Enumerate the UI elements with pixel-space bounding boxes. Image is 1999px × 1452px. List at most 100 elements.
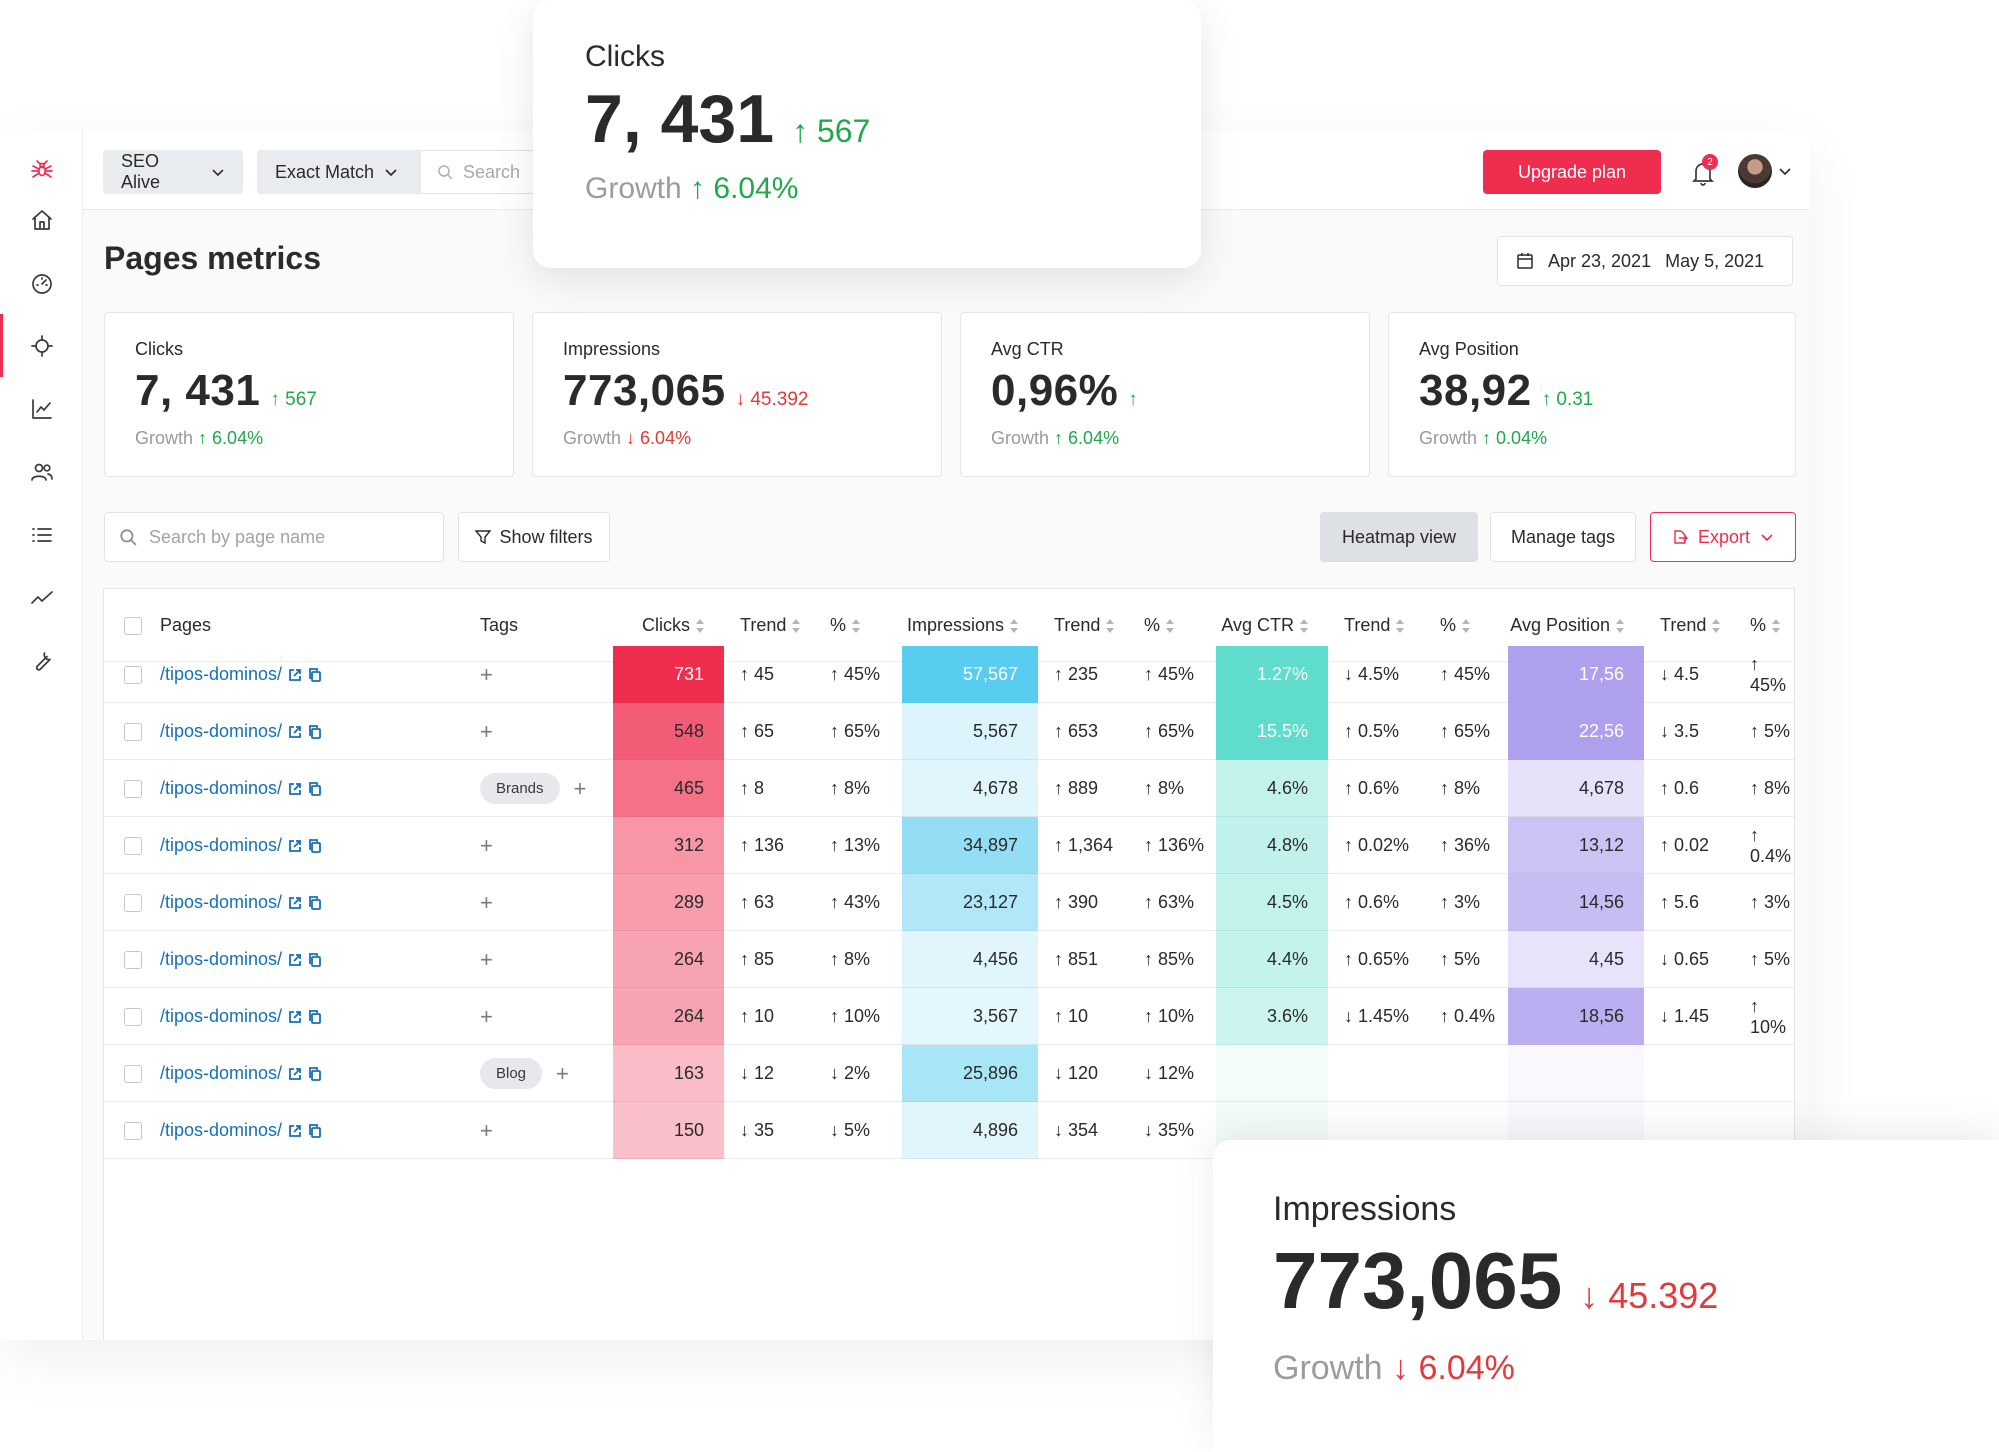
row-checkbox[interactable] — [124, 722, 142, 741]
add-tag-icon[interactable]: + — [480, 946, 493, 972]
copy-icon[interactable] — [308, 1066, 322, 1081]
add-tag-icon[interactable]: + — [480, 889, 493, 915]
add-tag-icon[interactable]: + — [573, 775, 587, 801]
row-checkbox[interactable] — [124, 665, 142, 684]
page-path[interactable]: /tipos-dominos/ — [160, 1006, 283, 1026]
copy-icon[interactable] — [308, 781, 322, 796]
page-link[interactable]: /tipos-dominos/ — [160, 646, 410, 703]
column-header[interactable]: Trend — [1328, 589, 1424, 662]
add-tag-icon[interactable]: + — [480, 1003, 493, 1029]
export-button[interactable]: Export — [1650, 512, 1796, 562]
avatar[interactable] — [1738, 154, 1772, 188]
sort-icon[interactable] — [1712, 618, 1721, 633]
column-header[interactable]: Trend — [724, 589, 814, 662]
copy-icon[interactable] — [308, 838, 322, 853]
page-link[interactable]: /tipos-dominos/ — [160, 817, 410, 874]
row-checkbox[interactable] — [124, 1064, 142, 1083]
page-link[interactable]: /tipos-dominos/ — [160, 760, 410, 817]
users-icon[interactable] — [0, 440, 83, 503]
column-header[interactable]: % — [814, 589, 902, 662]
page-path[interactable]: /tipos-dominos/ — [160, 892, 283, 912]
external-link-icon[interactable] — [288, 1010, 302, 1024]
sort-icon[interactable] — [1300, 618, 1308, 633]
top-search-input[interactable]: Search — [421, 150, 551, 194]
external-link-icon[interactable] — [288, 953, 302, 967]
page-path[interactable]: /tipos-dominos/ — [160, 949, 283, 969]
add-tag-icon[interactable]: + — [480, 718, 493, 744]
add-tag-icon[interactable]: + — [480, 661, 493, 687]
copy-icon[interactable] — [308, 667, 322, 682]
page-path[interactable]: /tipos-dominos/ — [160, 778, 283, 798]
column-header[interactable]: Trend — [1038, 589, 1128, 662]
copy-icon[interactable] — [308, 724, 322, 739]
sort-icon[interactable] — [1462, 618, 1471, 633]
column-header[interactable]: Avg Position — [1508, 589, 1644, 662]
show-filters-button[interactable]: Show filters — [458, 512, 610, 562]
trend-icon[interactable] — [0, 566, 83, 629]
column-header[interactable]: Pages — [160, 589, 410, 662]
dashboard-icon[interactable] — [0, 251, 83, 314]
copy-icon[interactable] — [308, 1123, 322, 1138]
row-checkbox[interactable] — [124, 1007, 142, 1026]
table-row[interactable]: /tipos-dominos/ +312 ↑ 136 ↑ 13% 34,897 ↑ 1,3… — [104, 817, 1794, 874]
column-header[interactable]: % — [1424, 589, 1508, 662]
column-header[interactable]: Avg CTR — [1216, 589, 1328, 662]
copy-icon[interactable] — [308, 1009, 322, 1024]
page-path[interactable]: /tipos-dominos/ — [160, 664, 283, 684]
chart-icon[interactable] — [0, 377, 83, 440]
table-row[interactable]: /tipos-dominos/ +264 ↑ 10 ↑ 10% 3,567 ↑ 10 ↑ 1… — [104, 988, 1794, 1045]
table-row[interactable]: /tipos-dominos/ +548 ↑ 65 ↑ 65% 5,567 ↑ 653 ↑ … — [104, 703, 1794, 760]
match-dropdown[interactable]: Exact Match — [257, 150, 421, 194]
column-header[interactable]: Clicks — [613, 589, 724, 662]
table-row[interactable]: /tipos-dominos/Brands +465 ↑ 8 ↑ 8% 4,678 ↑ 8… — [104, 760, 1794, 817]
home-icon[interactable] — [0, 188, 83, 251]
external-link-icon[interactable] — [288, 839, 302, 853]
row-checkbox[interactable] — [124, 836, 142, 855]
page-path[interactable]: /tipos-dominos/ — [160, 1063, 283, 1083]
page-path[interactable]: /tipos-dominos/ — [160, 1120, 283, 1140]
page-search-input[interactable]: Search by page name — [104, 512, 444, 562]
sort-icon[interactable] — [792, 618, 801, 633]
external-link-icon[interactable] — [288, 725, 302, 739]
external-link-icon[interactable] — [288, 782, 302, 796]
date-range-picker[interactable]: Apr 23, 2021 May 5, 2021 — [1497, 236, 1793, 286]
add-tag-icon[interactable]: + — [480, 832, 493, 858]
external-link-icon[interactable] — [288, 668, 302, 682]
heatmap-view-button[interactable]: Heatmap view — [1320, 512, 1478, 562]
table-row[interactable]: /tipos-dominos/ +731 ↑ 45 ↑ 45% 57,567 ↑ 235 ↑… — [104, 646, 1794, 703]
sort-icon[interactable] — [1396, 618, 1405, 633]
chevron-down-icon[interactable] — [1778, 164, 1792, 178]
column-header[interactable]: % — [1734, 589, 1794, 662]
sort-icon[interactable] — [1166, 618, 1175, 633]
sort-icon[interactable] — [1106, 618, 1115, 633]
row-checkbox[interactable] — [124, 950, 142, 969]
sort-icon[interactable] — [1616, 618, 1624, 633]
tag-chip[interactable]: Blog — [480, 1058, 543, 1089]
project-dropdown[interactable]: SEO Alive — [103, 150, 243, 194]
table-row[interactable]: /tipos-dominos/ +289 ↑ 63 ↑ 43% 23,127 ↑ 390 ↑… — [104, 874, 1794, 931]
upgrade-plan-button[interactable]: Upgrade plan — [1483, 150, 1661, 194]
add-tag-icon[interactable]: + — [480, 1117, 493, 1143]
sort-icon[interactable] — [1010, 618, 1018, 633]
add-tag-icon[interactable]: + — [556, 1060, 569, 1086]
page-path[interactable]: /tipos-dominos/ — [160, 721, 283, 741]
page-link[interactable]: /tipos-dominos/ — [160, 1102, 410, 1159]
copy-icon[interactable] — [308, 895, 322, 910]
column-header[interactable]: Impressions — [902, 589, 1038, 662]
page-link[interactable]: /tipos-dominos/ — [160, 703, 410, 760]
row-checkbox[interactable] — [124, 893, 142, 912]
column-header[interactable]: Trend — [1644, 589, 1734, 662]
tag-chip[interactable]: Brands — [480, 773, 560, 804]
spider-logo-icon[interactable] — [0, 138, 83, 201]
table-row[interactable]: /tipos-dominos/Blog +163 ↓ 12 ↓ 2% 25,896 ↓ 1… — [104, 1045, 1794, 1102]
external-link-icon[interactable] — [288, 1124, 302, 1138]
wrench-icon[interactable] — [0, 629, 83, 692]
row-checkbox[interactable] — [124, 1121, 142, 1140]
column-header[interactable]: Tags — [480, 589, 595, 662]
copy-icon[interactable] — [308, 952, 322, 967]
page-link[interactable]: /tipos-dominos/ — [160, 988, 410, 1045]
external-link-icon[interactable] — [288, 896, 302, 910]
page-path[interactable]: /tipos-dominos/ — [160, 835, 283, 855]
select-all-checkbox[interactable] — [124, 616, 142, 635]
sort-icon[interactable] — [1772, 618, 1781, 633]
